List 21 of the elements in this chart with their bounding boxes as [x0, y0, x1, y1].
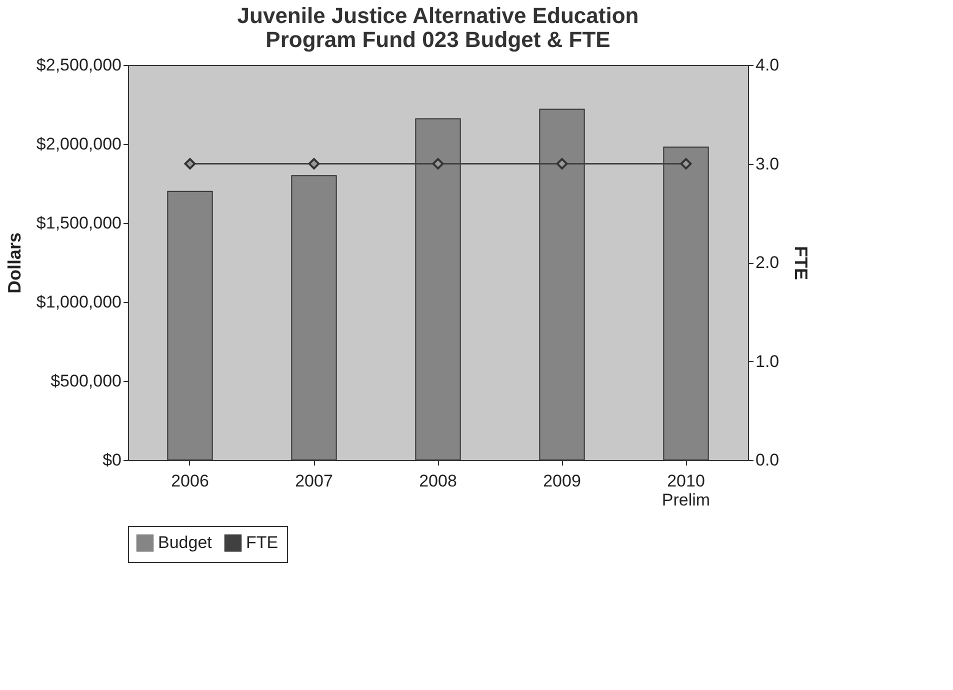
legend-label: Budget: [158, 533, 212, 552]
x-tick-label: 2010 Prelim: [662, 472, 710, 510]
x-tick-label: 2008: [419, 472, 457, 490]
y2-tick-label: 0.0: [756, 450, 780, 470]
y-axis-title: Dollars: [4, 232, 24, 294]
y-tick-label: $0: [102, 450, 122, 470]
y2-tick-label: 3.0: [756, 154, 780, 174]
y2-tick-label: 1.0: [756, 352, 780, 371]
x-tick-label: 2007: [295, 472, 333, 490]
chart-title: Juvenile Justice Alternative Education Program Fund 023 Budget & FTE: [237, 3, 639, 52]
y-tick-label: $1,000,000: [36, 292, 122, 312]
x-tick-label: 2006: [171, 472, 209, 490]
legend-label: FTE: [246, 533, 278, 552]
x-tick-label: 2009: [543, 472, 581, 490]
y2-tick-label: 2.0: [756, 253, 780, 272]
y-tick-label: $500,000: [50, 372, 122, 390]
y-tick-label: $1,500,000: [36, 214, 122, 232]
y2-tick-label: 4.0: [756, 56, 780, 74]
y-tick-label: $2,500,000: [36, 56, 122, 74]
y2-axis-title: FTE: [791, 246, 812, 280]
y-tick-label: $2,000,000: [36, 134, 122, 154]
